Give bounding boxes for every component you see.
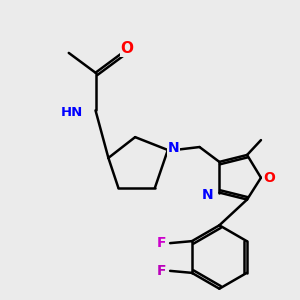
Text: N: N bbox=[168, 141, 180, 155]
Text: F: F bbox=[156, 264, 166, 278]
Text: O: O bbox=[263, 171, 275, 185]
Text: F: F bbox=[156, 236, 166, 250]
Text: HN: HN bbox=[60, 106, 82, 119]
Text: O: O bbox=[121, 41, 134, 56]
Text: N: N bbox=[202, 188, 213, 202]
